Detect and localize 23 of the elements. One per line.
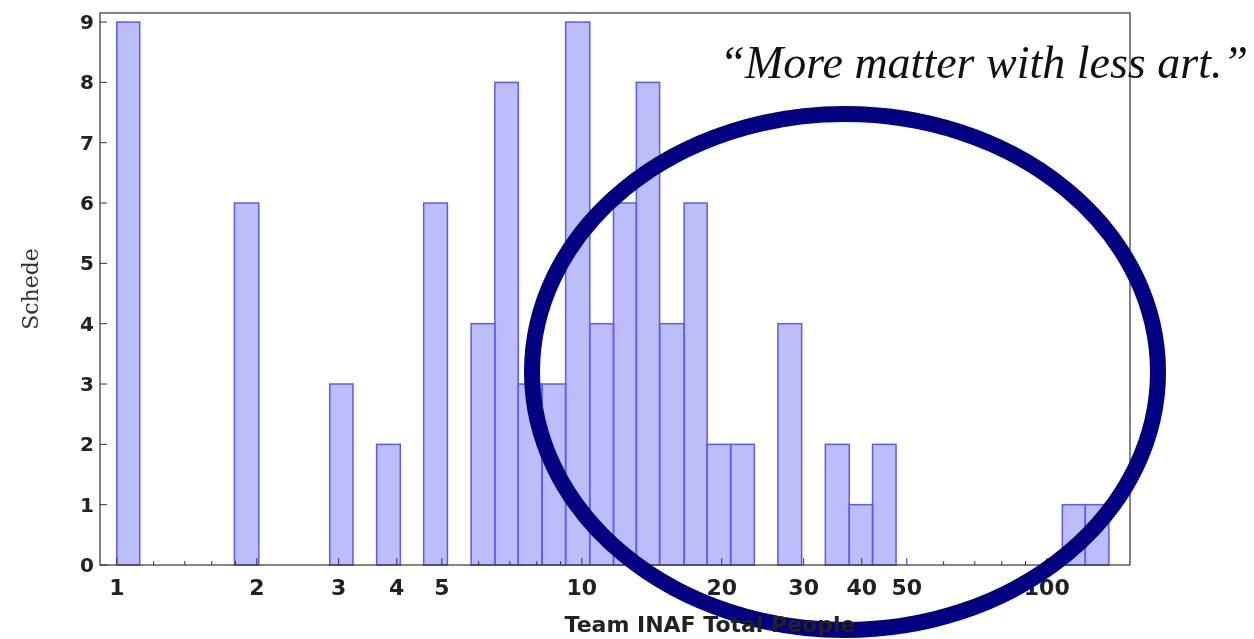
y-tick-label: 3 (80, 372, 94, 397)
y-axis-title: Schede (18, 248, 43, 330)
y-tick-label: 2 (80, 432, 94, 457)
x-tick-label: 40 (846, 575, 878, 600)
y-tick-label: 4 (80, 311, 94, 336)
y-tick-label: 0 (80, 553, 94, 577)
annotation: “More matter with less art.” (719, 37, 1248, 88)
x-tick-label: 4 (389, 575, 405, 600)
y-tick-label: 5 (80, 251, 94, 276)
y-tick-label: 6 (80, 191, 94, 216)
x-axis-title: Team INAF Total People (564, 612, 856, 637)
y-tick-label: 7 (80, 130, 94, 155)
y-tick-label: 8 (80, 70, 94, 95)
x-tick-label: 3 (331, 575, 347, 600)
x-tick-label: 5 (434, 575, 450, 600)
x-tick-label: 2 (249, 575, 265, 600)
x-tick-label: 30 (788, 575, 819, 600)
x-tick-label: 20 (706, 575, 738, 600)
x-tick-label: 50 (891, 575, 923, 600)
x-tick-label: 10 (566, 575, 598, 600)
y-tick-label: 9 (80, 10, 94, 35)
y-tick-label: 1 (80, 492, 94, 517)
x-tick-label: 1 (109, 575, 125, 600)
